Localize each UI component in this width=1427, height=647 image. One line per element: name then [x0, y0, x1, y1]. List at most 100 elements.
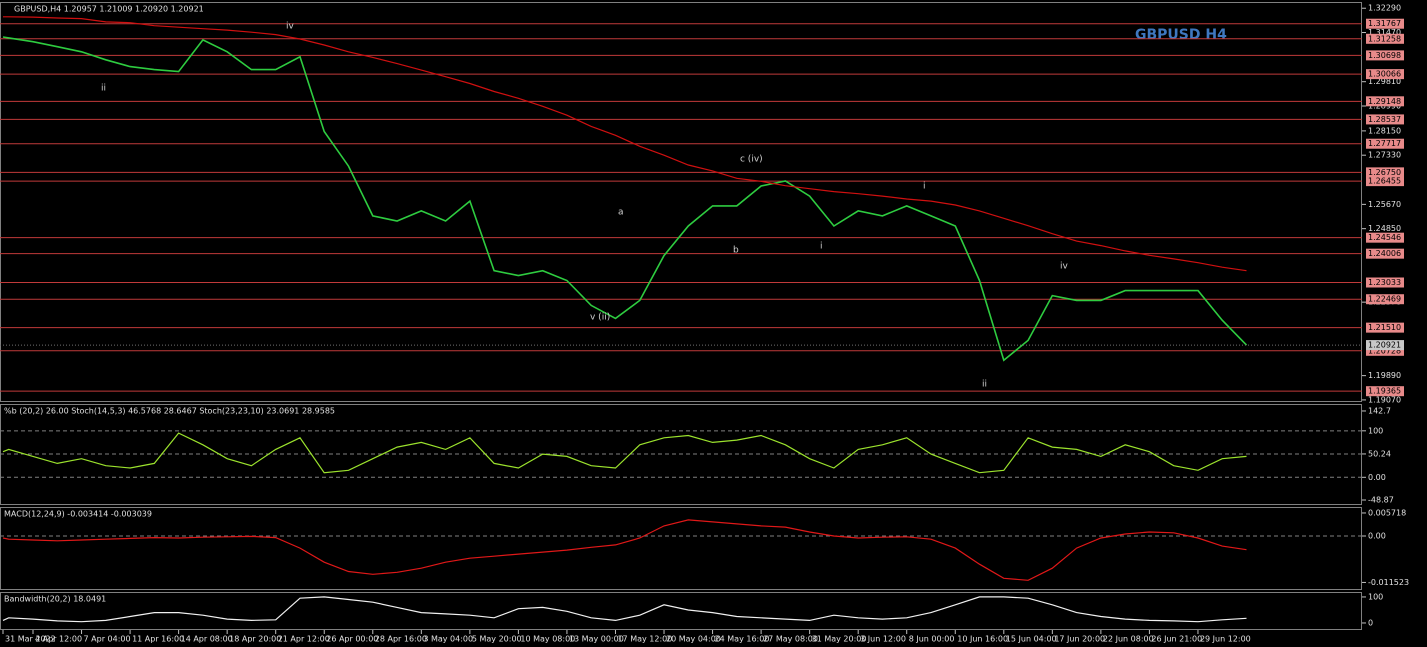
level-label: 1.27717	[1368, 139, 1401, 148]
panel-frame	[0, 507, 1362, 590]
level-label: 1.20728	[1368, 346, 1401, 355]
x-tick-label: 4 Apr 12:00	[35, 635, 82, 644]
x-tick-label: 28 Apr 16:00	[375, 635, 427, 644]
x-tick-label: 26 Apr 00:00	[326, 635, 378, 644]
wave-label: b	[733, 246, 739, 256]
wave-label: ii	[101, 84, 106, 94]
level-label-box	[1366, 294, 1404, 305]
level-label-box	[1366, 33, 1404, 44]
series-line	[2, 36, 1248, 362]
x-tick-label: 22 Jun 08:00	[1103, 635, 1154, 644]
x-tick-label: 24 May 16:00	[715, 635, 770, 644]
series-line	[3, 16, 1247, 272]
level-label-box	[1366, 277, 1404, 288]
level-label: 1.23033	[1368, 278, 1401, 287]
panel-title: GBPUSD,H4 1.20957 1.21009 1.20920 1.2092…	[14, 5, 204, 14]
x-tick-label: 17 May 12:00	[617, 635, 672, 644]
y-tick-label: 1.32290	[1368, 4, 1401, 13]
level-label-box	[1366, 345, 1404, 356]
level-label-box	[1366, 138, 1404, 149]
current-price-box	[1366, 340, 1404, 351]
wave-label: v (ii)	[590, 313, 610, 323]
current-price-label: 1.20921	[1368, 341, 1401, 350]
level-label-box	[1366, 18, 1404, 29]
y-tick-label: 1.29810	[1368, 77, 1401, 86]
level-label-box	[1366, 69, 1404, 80]
x-tick-label: 21 Apr 12:00	[278, 635, 330, 644]
wave-label: c (iv)	[740, 155, 763, 165]
y-tick-label: 0.00	[1368, 473, 1386, 482]
x-tick-label: 14 Apr 08:00	[181, 635, 233, 644]
x-tick-label: 20 May 04:00	[666, 635, 721, 644]
y-tick-label: -0.011523	[1368, 578, 1409, 587]
x-tick-label: 5 May 20:00	[472, 635, 522, 644]
level-label-box	[1366, 176, 1404, 187]
level-label: 1.24546	[1368, 233, 1401, 242]
y-tick-label: 0	[1368, 618, 1373, 627]
level-label-box	[1366, 232, 1404, 243]
level-label: 1.31767	[1368, 19, 1401, 28]
wave-label: i	[923, 182, 926, 192]
watermark: GBPUSD H4	[1135, 27, 1227, 43]
x-tick-label: 7 Apr 04:00	[84, 635, 131, 644]
y-tick-label: 100	[1368, 592, 1383, 601]
x-tick-label: 11 Apr 16:00	[132, 635, 184, 644]
level-label: 1.31258	[1368, 34, 1401, 43]
x-tick-label: 17 Jun 20:00	[1054, 635, 1105, 644]
panel-frame	[0, 2, 1362, 402]
panel-title: Bandwidth(20,2) 18.0491	[4, 595, 106, 604]
y-tick-label: 1.19070	[1368, 395, 1401, 404]
x-tick-label: 3 Jun 12:00	[860, 635, 906, 644]
y-tick-label: 1.28150	[1368, 126, 1401, 135]
y-tick-label: 0.005718	[1368, 508, 1406, 517]
wave-label: i	[820, 242, 823, 252]
x-tick-label: 15 Jun 04:00	[1006, 635, 1057, 644]
wave-label: iv	[1060, 262, 1069, 272]
x-tick-label: 8 Jun 00:00	[909, 635, 955, 644]
y-tick-label: 100	[1368, 426, 1383, 435]
x-tick-label: 3 May 04:00	[423, 635, 473, 644]
y-tick-label: 1.19890	[1368, 371, 1401, 380]
x-tick-label: 27 May 08:00	[763, 635, 818, 644]
x-tick-label: 26 Jun 21:00	[1151, 635, 1202, 644]
level-label: 1.24006	[1368, 249, 1401, 258]
panel-title: %b (20,2) 26.00 Stoch(14,5,3) 46.5768 28…	[4, 407, 335, 416]
x-tick-label: 18 Apr 20:00	[229, 635, 281, 644]
level-label-box	[1366, 248, 1404, 259]
x-tick-label: 13 May 00:00	[569, 635, 624, 644]
y-tick-label: 142.7	[1368, 406, 1391, 415]
level-label-box	[1366, 114, 1404, 125]
level-label-box	[1366, 50, 1404, 61]
wave-label: ii	[982, 380, 987, 390]
level-label-box	[1366, 386, 1404, 397]
level-label: 1.30698	[1368, 51, 1401, 60]
x-tick-label: 10 May 08:00	[520, 635, 575, 644]
y-tick-label: 1.25670	[1368, 200, 1401, 209]
y-tick-label: -48.87	[1368, 496, 1394, 505]
y-tick-label: 1.24850	[1368, 224, 1401, 233]
x-tick-label: 29 Jun 12:00	[1200, 635, 1251, 644]
wave-label: iv	[286, 22, 295, 32]
x-tick-label: 31 May 20:00	[812, 635, 867, 644]
level-label: 1.26455	[1368, 177, 1401, 186]
series-line	[2, 519, 1247, 581]
level-label: 1.28537	[1368, 115, 1401, 124]
panel-title: MACD(12,24,9) -0.003414 -0.003039	[4, 510, 152, 519]
level-label-box	[1366, 322, 1404, 333]
wave-label: a	[618, 208, 624, 218]
level-label: 1.21510	[1368, 323, 1401, 332]
series-line	[2, 432, 1247, 474]
x-tick-label: 10 Jun 16:00	[957, 635, 1008, 644]
level-label: 1.29148	[1368, 97, 1401, 106]
level-label: 1.26750	[1368, 168, 1401, 177]
y-tick-label: 1.31470	[1368, 28, 1401, 37]
y-tick-label: 50.24	[1368, 449, 1391, 458]
level-label: 1.22469	[1368, 295, 1401, 304]
level-label-box	[1366, 96, 1404, 107]
y-tick-label: 0.00	[1368, 532, 1386, 541]
level-label: 1.30066	[1368, 70, 1401, 79]
level-label-box	[1366, 167, 1404, 178]
series-line	[2, 596, 1247, 623]
